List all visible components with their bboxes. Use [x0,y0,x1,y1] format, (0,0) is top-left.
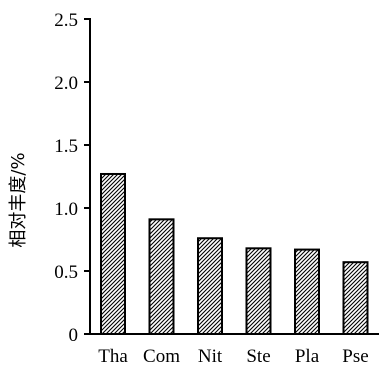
y-axis-title: 相对丰度/% [8,152,29,247]
bar-ste [245,247,272,336]
y-tick-label: 0.5 [54,262,78,283]
bar-com [148,218,175,335]
x-axis: Tha Com Nit Ste Pla Pse [89,333,379,367]
y-tick-label: 1.0 [54,199,78,220]
y-tick-label: 2.5 [54,10,78,31]
x-category-label: Nit [198,346,223,367]
y-tick-label: 2.0 [54,73,78,94]
x-category-labels: Tha Com Nit Ste Pla Pse [98,346,368,367]
y-tick-label: 0 [69,325,79,346]
bar-pse [342,261,369,335]
x-category-label: Ste [246,346,270,367]
x-category-label: Tha [98,346,128,367]
bar-pla [294,248,320,335]
y-ticks: 0 0.5 1.0 1.5 2.0 2.5 [54,10,90,346]
x-category-label: Pla [295,346,320,367]
bar-nit [197,237,223,336]
x-category-label: Com [143,346,180,367]
y-tick-label: 1.5 [54,136,78,157]
bar-tha [100,172,126,335]
bars [100,172,369,336]
x-category-label: Pse [342,346,368,367]
y-axis: 0 0.5 1.0 1.5 2.0 2.5 [54,10,91,346]
